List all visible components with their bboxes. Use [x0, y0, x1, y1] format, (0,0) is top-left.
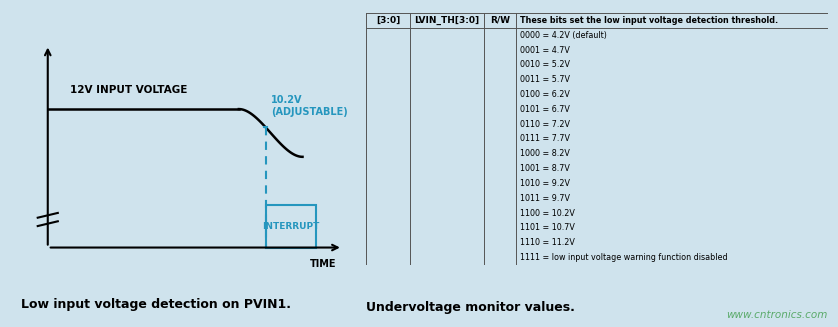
- Text: TIME: TIME: [309, 259, 336, 269]
- Text: R/W: R/W: [490, 16, 510, 25]
- Text: www.cntronics.com: www.cntronics.com: [727, 310, 828, 320]
- Text: 0010 = 5.2V: 0010 = 5.2V: [520, 60, 570, 69]
- Text: 0111 = 7.7V: 0111 = 7.7V: [520, 134, 570, 144]
- Text: INTERRUPT: INTERRUPT: [262, 222, 319, 231]
- Text: 10.2V
(ADJUSTABLE): 10.2V (ADJUSTABLE): [271, 95, 348, 117]
- Text: 1111 = low input voltage warning function disabled: 1111 = low input voltage warning functio…: [520, 253, 727, 262]
- Bar: [266, 205, 316, 248]
- Text: 1011 = 9.7V: 1011 = 9.7V: [520, 194, 570, 203]
- Text: LVIN_TH[3:0]: LVIN_TH[3:0]: [414, 16, 479, 25]
- Text: 0011 = 5.7V: 0011 = 5.7V: [520, 75, 570, 84]
- Text: [3:0]: [3:0]: [375, 16, 400, 25]
- Text: 12V INPUT VOLTAGE: 12V INPUT VOLTAGE: [70, 85, 187, 95]
- Text: These bits set the low input voltage detection threshold.: These bits set the low input voltage det…: [520, 16, 778, 25]
- Text: 1101 = 10.7V: 1101 = 10.7V: [520, 223, 575, 232]
- Text: 0001 = 4.7V: 0001 = 4.7V: [520, 45, 570, 55]
- Text: 1010 = 9.2V: 1010 = 9.2V: [520, 179, 570, 188]
- Text: 0101 = 6.7V: 0101 = 6.7V: [520, 105, 570, 114]
- Text: Low input voltage detection on PVIN1.: Low input voltage detection on PVIN1.: [21, 298, 291, 311]
- Text: 0100 = 6.2V: 0100 = 6.2V: [520, 90, 570, 99]
- Text: 1001 = 8.7V: 1001 = 8.7V: [520, 164, 570, 173]
- Text: 1000 = 8.2V: 1000 = 8.2V: [520, 149, 570, 158]
- Text: 0000 = 4.2V (default): 0000 = 4.2V (default): [520, 31, 607, 40]
- Text: 1100 = 10.2V: 1100 = 10.2V: [520, 209, 575, 217]
- Text: 1110 = 11.2V: 1110 = 11.2V: [520, 238, 575, 247]
- Text: Undervoltage monitor values.: Undervoltage monitor values.: [366, 301, 575, 314]
- Text: 0110 = 7.2V: 0110 = 7.2V: [520, 120, 570, 129]
